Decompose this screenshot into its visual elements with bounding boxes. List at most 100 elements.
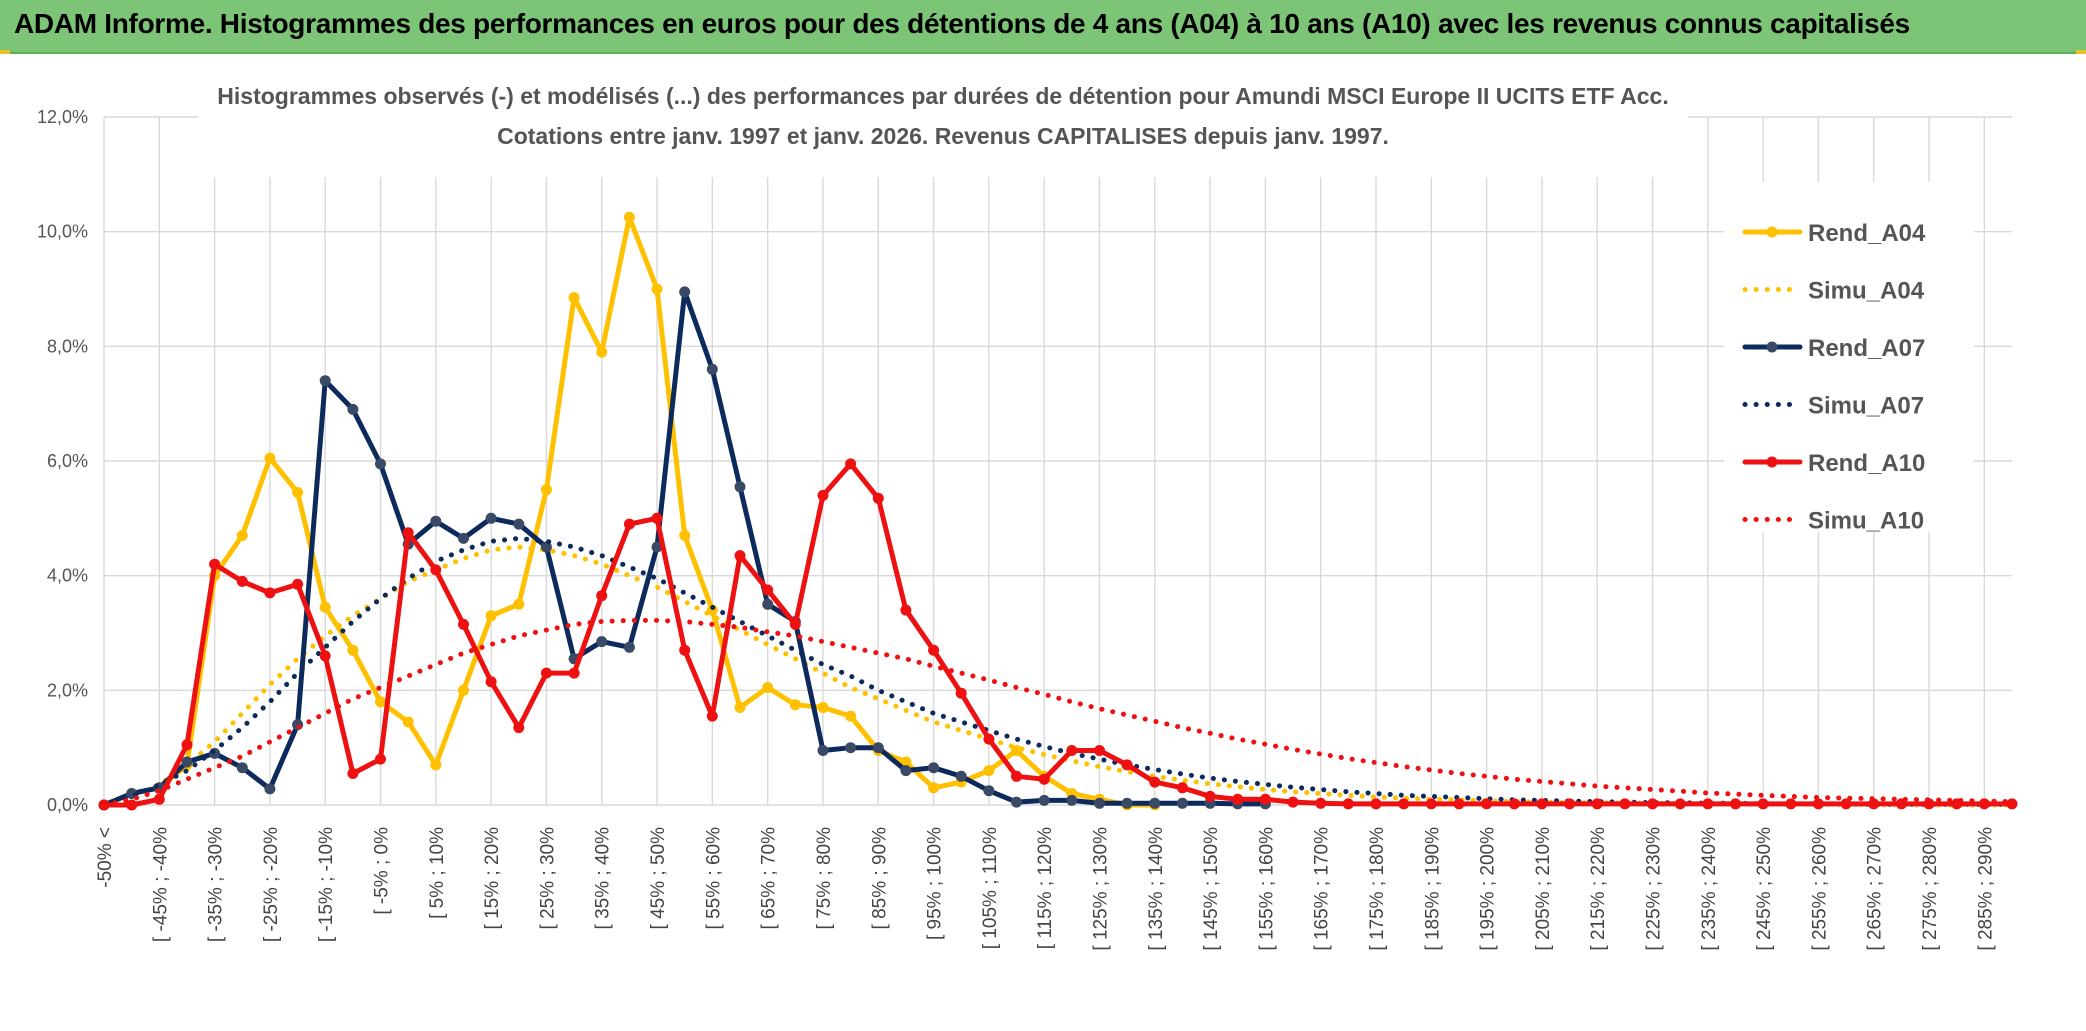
chart-title-background bbox=[198, 77, 1688, 177]
point-rend-a10 bbox=[1868, 798, 1880, 810]
x-tick-label: [ 215% ; 220% bbox=[1588, 827, 1609, 951]
point-rend-a04 bbox=[679, 530, 691, 541]
x-tick-label: [ 225% ; 230% bbox=[1644, 827, 1665, 951]
point-rend-a07 bbox=[983, 785, 995, 797]
point-rend-a07 bbox=[651, 541, 663, 553]
x-tick-label: [ -25% ; -20% bbox=[261, 827, 282, 942]
point-rend-a10 bbox=[1094, 745, 1105, 756]
point-rend-a10 bbox=[458, 618, 469, 630]
legend-marker-rend-a10 bbox=[1766, 456, 1778, 468]
point-rend-a10 bbox=[1757, 798, 1769, 810]
series-layer bbox=[98, 211, 2018, 811]
point-rend-a10 bbox=[1785, 798, 1797, 810]
point-rend-a10 bbox=[872, 492, 884, 504]
point-rend-a04 bbox=[651, 283, 663, 295]
point-rend-a07 bbox=[1176, 797, 1188, 809]
y-tick-label: 10,0% bbox=[37, 222, 88, 242]
point-rend-a10 bbox=[1398, 798, 1410, 810]
point-rend-a04 bbox=[845, 710, 857, 722]
chart-title-line-2: Cotations entre janv. 1997 et janv. 2026… bbox=[497, 123, 1389, 149]
point-rend-a04 bbox=[1011, 745, 1022, 756]
point-rend-a04 bbox=[319, 601, 331, 613]
legend-label-rend-a07: Rend_A07 bbox=[1808, 335, 1925, 362]
y-tick-label: 0,0% bbox=[47, 795, 88, 815]
point-rend-a07 bbox=[1011, 796, 1022, 808]
point-rend-a10 bbox=[236, 575, 248, 587]
point-rend-a10 bbox=[845, 458, 857, 470]
point-rend-a10 bbox=[789, 618, 801, 630]
point-rend-a04 bbox=[983, 765, 995, 777]
x-tick-label: [ 135% ; 140% bbox=[1146, 827, 1167, 951]
point-rend-a04 bbox=[596, 346, 608, 358]
x-tick-label: [ 125% ; 130% bbox=[1090, 827, 1111, 951]
point-rend-a07 bbox=[928, 762, 940, 774]
series-line-simu-a07 bbox=[101, 535, 2015, 808]
x-tick-label: [ 55% ; 60% bbox=[703, 827, 724, 930]
point-rend-a10 bbox=[1315, 797, 1327, 809]
point-rend-a07 bbox=[596, 636, 608, 648]
series-line-rend-a10 bbox=[101, 461, 2015, 808]
point-rend-a10 bbox=[1204, 790, 1216, 802]
legend: Rend_A04 Simu_A04 Rend_A07 Simu_A07 Rend_A10… bbox=[1724, 182, 1974, 535]
point-rend-a04 bbox=[734, 702, 746, 713]
x-tick-label: [ 115% ; 120% bbox=[1035, 827, 1056, 949]
series-line-rend-a04 bbox=[101, 214, 1158, 808]
point-rend-a10 bbox=[1564, 798, 1576, 810]
x-axis-ticks: -50% < [ -45% ; -40% [ -35% ; -30% [ -25% ;… bbox=[95, 827, 1996, 951]
point-rend-a10 bbox=[1287, 796, 1299, 808]
point-rend-a10 bbox=[292, 578, 304, 590]
point-rend-a04 bbox=[928, 782, 940, 794]
point-rend-a10 bbox=[1121, 759, 1133, 771]
point-rend-a10 bbox=[1619, 798, 1631, 810]
point-rend-a07 bbox=[181, 756, 193, 768]
x-tick-label: [ 275% ; 280% bbox=[1920, 827, 1941, 951]
chart-title-line-1: Histogrammes observés (-) et modélisés (… bbox=[217, 83, 1668, 109]
y-tick-label: 8,0% bbox=[47, 336, 88, 356]
series-line-rend-a07 bbox=[101, 289, 1268, 808]
y-tick-label: 4,0% bbox=[47, 566, 88, 586]
point-rend-a10 bbox=[651, 512, 663, 524]
point-rend-a07 bbox=[734, 481, 746, 493]
x-tick-label: [ 95% ; 100% bbox=[925, 827, 946, 940]
point-rend-a10 bbox=[1232, 793, 1244, 805]
point-rend-a04 bbox=[402, 716, 414, 728]
point-rend-a10 bbox=[1370, 798, 1382, 810]
point-rend-a04 bbox=[540, 484, 552, 496]
x-tick-label: [ 235% ; 240% bbox=[1699, 827, 1720, 951]
point-rend-a10 bbox=[402, 527, 414, 539]
point-rend-a10 bbox=[1812, 798, 1824, 810]
point-rend-a10 bbox=[596, 590, 608, 602]
point-rend-a10 bbox=[430, 564, 442, 576]
point-rend-a04 bbox=[292, 487, 304, 498]
chart-title-block: Histogrammes observés (-) et modélisés (… bbox=[198, 77, 1688, 177]
point-rend-a07 bbox=[872, 742, 884, 754]
point-rend-a07 bbox=[679, 286, 691, 298]
point-rend-a10 bbox=[375, 753, 386, 765]
x-tick-label: [ 105% ; 110% bbox=[980, 827, 1001, 949]
x-tick-label: [ -45% ; -40% bbox=[150, 827, 171, 942]
x-tick-label: [ 185% ; 190% bbox=[1422, 827, 1443, 951]
point-rend-a10 bbox=[1149, 776, 1161, 788]
point-rend-a04 bbox=[264, 452, 276, 464]
point-rend-a10 bbox=[623, 518, 635, 530]
y-axis-ticks: 0,0% 2,0% 4,0% 6,0% 8,0% 10,0% 12,0% bbox=[37, 107, 88, 815]
x-tick-label: [ 265% ; 270% bbox=[1865, 827, 1886, 951]
x-tick-label: [ 175% ; 180% bbox=[1367, 827, 1388, 951]
point-rend-a10 bbox=[1702, 798, 1714, 810]
point-rend-a07 bbox=[706, 363, 718, 375]
legend-marker-rend-a04 bbox=[1766, 226, 1778, 238]
y-tick-label: 6,0% bbox=[47, 451, 88, 471]
x-tick-label: [ 85% ; 90% bbox=[869, 827, 890, 930]
point-rend-a10 bbox=[983, 733, 995, 745]
point-rend-a10 bbox=[153, 793, 165, 805]
point-rend-a10 bbox=[1425, 798, 1437, 810]
point-rend-a10 bbox=[1066, 745, 1078, 756]
point-rend-a10 bbox=[1259, 793, 1271, 805]
legend-label-rend-a10: Rend_A10 bbox=[1808, 450, 1925, 477]
legend-label-simu-a10: Simu_A10 bbox=[1808, 508, 1924, 535]
point-rend-a10 bbox=[928, 644, 940, 656]
point-rend-a10 bbox=[955, 687, 967, 699]
x-tick-label: [ 45% ; 50% bbox=[648, 827, 669, 930]
x-tick-label: [ 145% ; 150% bbox=[1201, 827, 1222, 951]
